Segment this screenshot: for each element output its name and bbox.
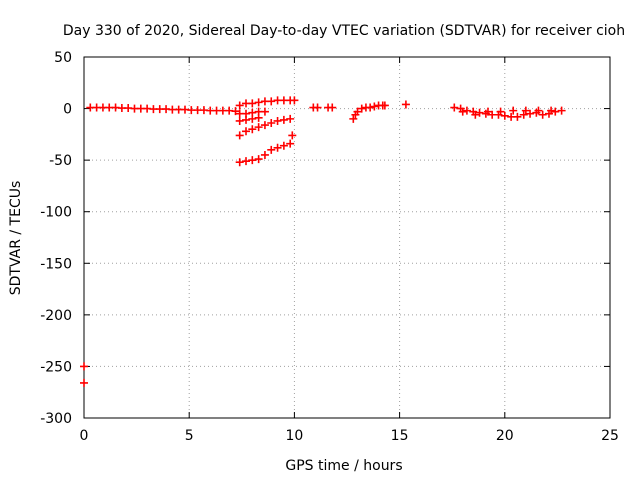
x-tick-label: 10 bbox=[285, 428, 303, 444]
x-tick-label: 0 bbox=[80, 428, 89, 444]
data-point bbox=[513, 112, 522, 121]
data-point bbox=[357, 104, 366, 113]
data-point bbox=[547, 106, 556, 115]
data-point bbox=[380, 101, 389, 110]
series-main-track bbox=[86, 103, 240, 116]
data-points bbox=[80, 96, 566, 387]
plot-frame bbox=[83, 56, 611, 419]
data-point bbox=[260, 121, 269, 130]
series-upper-arc bbox=[235, 96, 299, 110]
data-point bbox=[353, 107, 362, 116]
data-point bbox=[248, 125, 257, 134]
data-point bbox=[462, 106, 471, 115]
y-tick-label: -200 bbox=[40, 308, 72, 324]
data-point bbox=[235, 101, 244, 110]
y-tick-label: -300 bbox=[40, 411, 72, 427]
data-point bbox=[401, 100, 410, 109]
y-tick-label: -250 bbox=[40, 359, 72, 375]
data-point bbox=[267, 97, 276, 106]
y-tick-label: -100 bbox=[40, 205, 72, 221]
chart-title: Day 330 of 2020, Sidereal Day-to-day VTE… bbox=[63, 23, 625, 39]
data-point bbox=[279, 141, 288, 150]
data-point bbox=[260, 150, 269, 159]
series-late-group bbox=[450, 103, 566, 121]
series-track-5 bbox=[235, 139, 295, 167]
series-track-4 bbox=[235, 114, 295, 140]
data-point bbox=[254, 123, 263, 132]
data-point bbox=[534, 106, 543, 115]
data-point bbox=[458, 107, 467, 116]
y-tick-label: 50 bbox=[54, 50, 72, 66]
data-point bbox=[286, 139, 295, 148]
axis-ticks: 0 5 10 15 20 25 50 0 -50 -100 -150 -200 -250 -300 bbox=[40, 50, 619, 444]
data-point bbox=[231, 107, 240, 116]
data-point bbox=[235, 158, 244, 167]
data-point bbox=[509, 106, 518, 115]
data-point bbox=[248, 156, 257, 165]
data-point bbox=[526, 109, 535, 118]
data-point bbox=[286, 114, 295, 123]
grid-lines bbox=[84, 57, 610, 418]
x-tick-label: 15 bbox=[391, 428, 409, 444]
data-point bbox=[248, 99, 257, 108]
data-point bbox=[370, 102, 379, 111]
x-axis-label: GPS time / hours bbox=[285, 458, 402, 474]
data-point bbox=[557, 106, 566, 115]
x-tick-label: 25 bbox=[601, 428, 619, 444]
data-point bbox=[254, 98, 263, 107]
data-point bbox=[328, 103, 337, 112]
data-point bbox=[279, 115, 288, 124]
y-tick-label: 0 bbox=[63, 102, 72, 118]
data-point bbox=[235, 116, 244, 125]
data-point bbox=[471, 110, 480, 119]
data-point bbox=[242, 115, 251, 124]
y-tick-label: -50 bbox=[49, 153, 72, 169]
data-point bbox=[254, 113, 263, 122]
y-tick-label: -150 bbox=[40, 256, 72, 272]
series-track-3 bbox=[235, 113, 263, 125]
data-point bbox=[254, 155, 263, 164]
data-point bbox=[450, 103, 459, 112]
data-point bbox=[496, 107, 505, 116]
data-point bbox=[80, 378, 88, 387]
data-point bbox=[242, 157, 251, 166]
data-point bbox=[349, 114, 358, 123]
data-point bbox=[521, 106, 530, 115]
data-point bbox=[519, 110, 528, 119]
data-point bbox=[273, 116, 282, 125]
data-point bbox=[80, 362, 88, 371]
data-point bbox=[313, 103, 322, 112]
data-point bbox=[235, 131, 244, 140]
data-point bbox=[267, 119, 276, 128]
data-point bbox=[273, 143, 282, 152]
data-point bbox=[267, 145, 276, 154]
data-point bbox=[538, 110, 547, 119]
series-mid-group bbox=[309, 101, 389, 123]
data-point bbox=[500, 111, 509, 120]
data-point bbox=[248, 114, 257, 123]
data-point bbox=[483, 107, 492, 116]
x-tick-label: 5 bbox=[185, 428, 194, 444]
data-point bbox=[288, 131, 297, 140]
y-axis-label: SDTVAR / TECUs bbox=[8, 181, 24, 296]
data-point bbox=[366, 103, 375, 112]
data-point bbox=[551, 107, 560, 116]
data-point bbox=[290, 96, 299, 105]
data-point bbox=[475, 108, 484, 117]
x-tick-label: 20 bbox=[496, 428, 514, 444]
series-isolated bbox=[80, 100, 410, 387]
data-point bbox=[242, 127, 251, 136]
data-point bbox=[260, 107, 269, 116]
